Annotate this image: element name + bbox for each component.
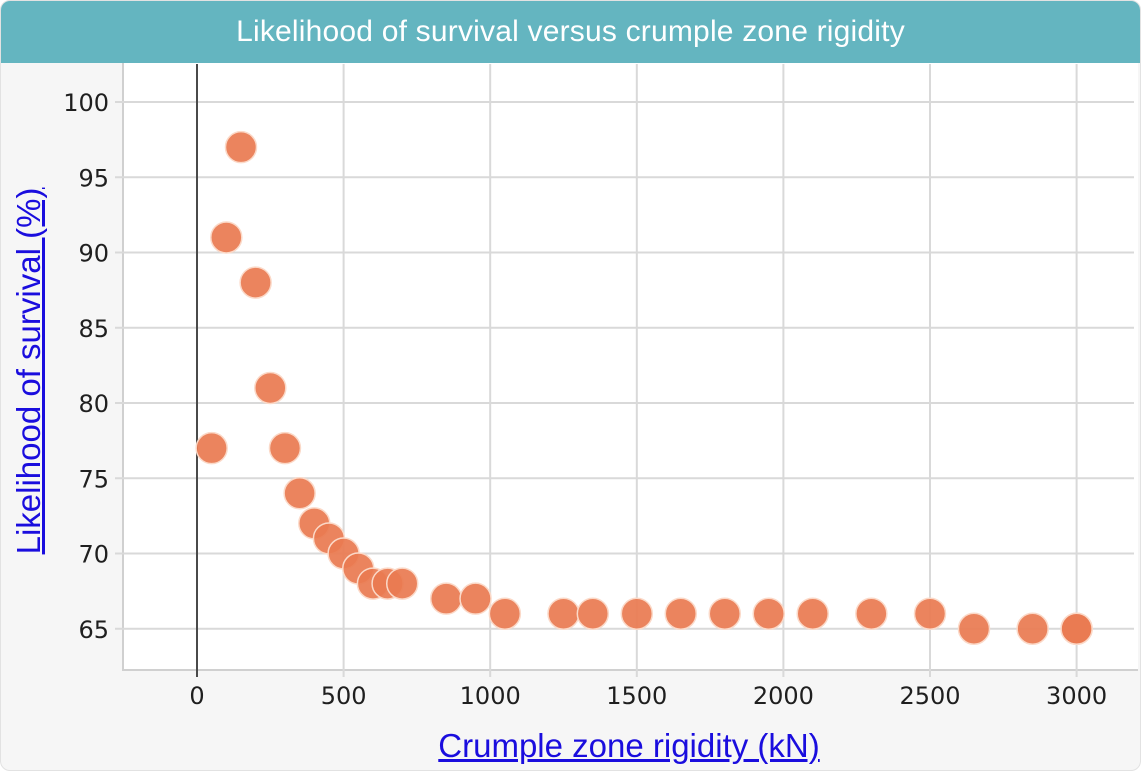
data-point (664, 597, 698, 630)
data-point (957, 612, 991, 645)
data-point (268, 431, 302, 465)
data-point (224, 130, 258, 164)
x-tick-label: 0 (189, 682, 204, 710)
data-point (239, 266, 272, 299)
data-point (283, 477, 316, 510)
data-point (576, 597, 610, 630)
data-point (429, 582, 463, 615)
chart-title: Likelihood of survival versus crumple zo… (1, 1, 1140, 63)
y-tick-label: 70 (78, 541, 109, 569)
y-tick-label: 100 (63, 89, 109, 117)
y-tick-label: 90 (78, 240, 109, 268)
data-point (913, 597, 947, 630)
data-point (708, 597, 742, 630)
data-point (1060, 612, 1093, 645)
x-axis-label-link[interactable]: Crumple zone rigidity (kN) (438, 727, 820, 764)
data-point (459, 582, 492, 615)
y-axis-label-link[interactable]: Likelihood of survival (%) (10, 187, 47, 555)
x-tick-label: 500 (321, 682, 367, 710)
data-point (1016, 612, 1049, 645)
x-tick-label: 1000 (460, 682, 521, 710)
x-tick-label: 3000 (1046, 682, 1107, 710)
data-point (385, 567, 419, 600)
data-point (752, 597, 785, 630)
x-tick-label: 2500 (899, 682, 960, 710)
plot-area (122, 63, 1138, 671)
y-tick-label: 75 (78, 465, 109, 493)
data-point (254, 371, 287, 405)
data-point (855, 597, 888, 630)
x-tick-label: 1500 (606, 682, 667, 710)
data-point (488, 597, 522, 630)
data-point (547, 597, 580, 630)
data-point (620, 597, 654, 630)
y-tick-label: 95 (78, 164, 109, 192)
data-point (210, 221, 243, 254)
x-tick-label: 2000 (753, 682, 814, 710)
data-point (796, 597, 829, 630)
y-tick-label: 85 (78, 315, 109, 343)
y-tick-label: 65 (78, 616, 109, 644)
y-tick-label: 80 (78, 390, 109, 418)
data-point (195, 431, 228, 465)
